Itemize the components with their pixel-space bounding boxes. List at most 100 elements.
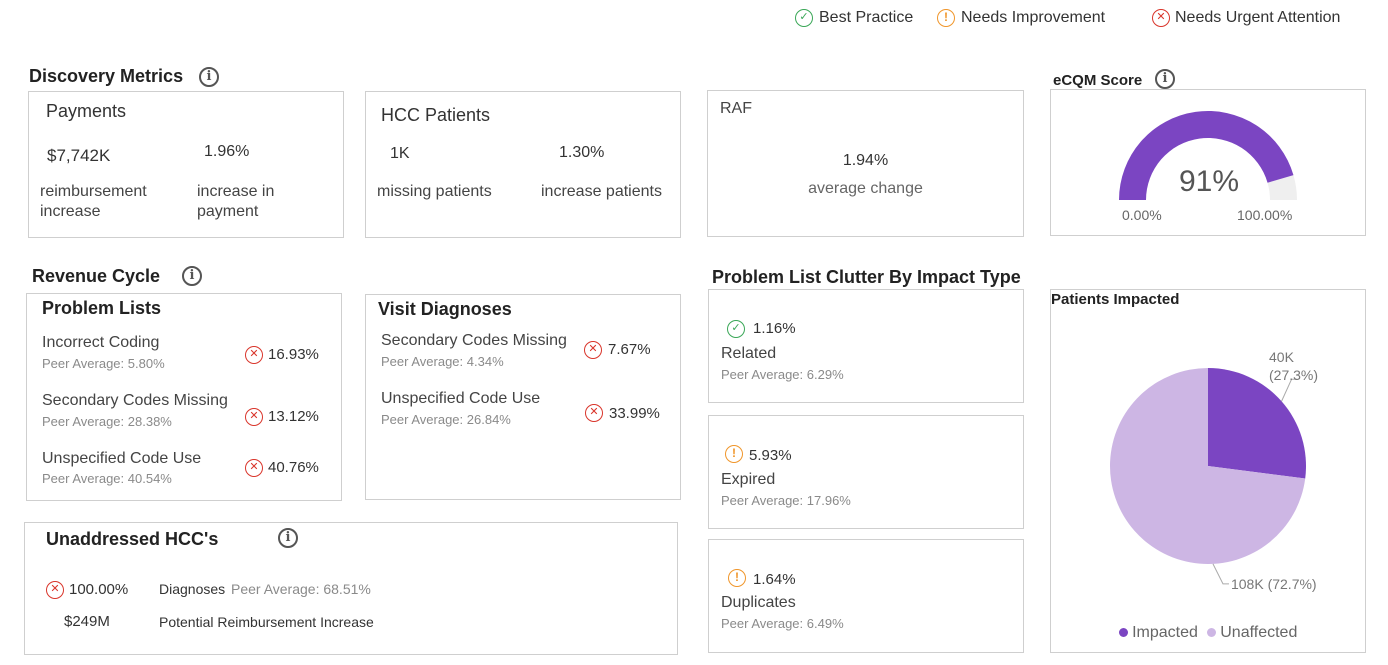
row-peer: Peer Average: 4.34% [381,354,504,369]
legend-impacted-label[interactable]: Impacted [1132,624,1198,641]
hcc-label2: increase patients [541,183,662,200]
urgent-icon: ✕ [245,408,263,426]
status-legend: ✓ Best Practice ! Needs Improvement ✕ Ne… [795,8,1375,30]
unaddressed-amount-label: Potential Reimbursement Increase [159,614,374,630]
clutter-label: Duplicates [721,594,796,611]
visit-diagnoses-card: Visit Diagnoses Secondary Codes Missing … [365,294,681,500]
row-peer: Peer Average: 40.54% [42,471,172,486]
urgent-icon: ✕ [584,341,602,359]
clutter-value: 1.16% [753,320,796,337]
ecqm-min: 0.00% [1122,207,1162,223]
clutter-peer: Peer Average: 6.29% [721,367,844,382]
payments-title: Payments [46,101,127,121]
pie-chart-title: Patients Impacted [1051,291,1180,308]
clutter-card-related: ✓ 1.16% Related Peer Average: 6.29% [708,289,1024,403]
unaddressed-diag-peer: Peer Average: 68.51% [231,581,371,597]
needs-urgent-icon: ✕ [1152,9,1170,27]
hcc-pct: 1.30% [559,144,605,161]
clutter-peer: Peer Average: 6.49% [721,616,844,631]
pie-label-impacted-pct: (27.3%) [1269,367,1318,383]
legend-improve-label: Needs Improvement [961,9,1106,26]
ecqm-value: 91% [1178,165,1240,198]
row-label: Unspecified Code Use [42,450,202,467]
row-peer: Peer Average: 5.80% [42,356,165,371]
row-peer: Peer Average: 26.84% [381,412,511,427]
row-value: 16.93% [268,346,319,363]
payments-card: Payments $7,742K 1.96% reimbursement inc… [28,91,344,238]
pie-label-line-impacted [1281,378,1298,402]
raf-label: average change [808,180,923,197]
row-label: Unspecified Code Use [381,390,541,407]
ecqm-title: eCQM Score [1053,72,1143,89]
unaddressed-diag-label: Diagnoses [159,581,226,597]
revenue-cycle-title: Revenue Cycle [32,266,161,286]
clutter-label: Expired [721,471,776,488]
gauge-fill [1119,110,1294,200]
row-value: 13.12% [268,408,319,425]
clutter-value: 1.64% [753,571,796,588]
payments-label2: increase in payment [197,183,275,220]
clutter-peer: Peer Average: 17.96% [721,493,851,508]
unaddressed-pct: 100.00% [69,581,129,598]
revenue-info-icon[interactable]: i [182,266,202,286]
hcc-patients-card: HCC Patients 1K 1.30% missing patients i… [365,91,681,238]
legend-unaffected-swatch[interactable] [1206,628,1216,637]
row-value: 40.76% [268,459,319,476]
legend-urgent-label: Needs Urgent Attention [1175,9,1341,26]
payments-value: $7,742K [47,146,111,165]
clutter-card-expired: ! 5.93% Expired Peer Average: 17.96% [708,415,1024,529]
payments-pct: 1.96% [204,143,250,160]
unaddressed-info-icon[interactable]: i [278,528,298,548]
discovery-metrics-title: Discovery Metrics [29,66,184,86]
unaddressed-hcc-card: Unaddressed HCC's i ✕ 100.00% Diagnoses … [24,522,678,655]
ecqm-gauge [1119,110,1297,200]
urgent-icon: ✕ [245,346,263,364]
needs-improvement-icon: ! [725,445,743,463]
ecqm-card: 91% 0.00% 100.00% [1050,89,1366,236]
pie-legend: Impacted Unaffected [1051,624,1365,642]
urgent-icon: ✕ [245,459,263,477]
row-peer: Peer Average: 28.38% [42,414,172,429]
raf-card: RAF 1.94% average change [707,90,1024,237]
hcc-label1: missing patients [377,183,492,200]
pie-slice-unaffected[interactable] [1110,368,1306,564]
gauge-track [1267,175,1297,200]
row-label: Secondary Codes Missing [42,392,228,409]
row-value: 33.99% [609,405,660,422]
payments-label1: reimbursement increase [40,183,147,220]
unaddressed-title: Unaddressed HCC's [46,529,219,549]
ecqm-info-icon[interactable]: i [1155,69,1175,89]
urgent-icon: ✕ [585,404,603,422]
visit-diagnoses-title: Visit Diagnoses [378,299,512,319]
raf-title: RAF [720,100,752,117]
needs-improvement-icon: ! [937,9,955,27]
clutter-card-duplicates: ! 1.64% Duplicates Peer Average: 6.49% [708,539,1024,653]
hcc-title: HCC Patients [381,105,491,125]
patients-pie-chart: 40K (27.3%) 108K (72.7%) [1110,349,1318,592]
hcc-value: 1K [390,145,410,162]
problem-lists-title: Problem Lists [42,298,162,318]
row-value: 7.67% [608,341,651,358]
legend-unaffected-label[interactable]: Unaffected [1220,624,1298,641]
row-label: Incorrect Coding [42,334,160,351]
best-practice-icon: ✓ [795,9,813,27]
clutter-title: Problem List Clutter By Impact Type [712,267,1021,287]
problem-lists-card: Problem Lists Incorrect Coding Peer Aver… [26,293,342,501]
pie-label-line-unaffected [1212,563,1229,585]
legend-impacted-swatch[interactable] [1118,628,1128,637]
clutter-label: Related [721,345,777,362]
ecqm-max: 100.00% [1237,207,1293,223]
discovery-info-icon[interactable]: i [199,67,219,87]
row-label: Secondary Codes Missing [381,332,567,349]
pie-label-impacted-value: 40K [1269,349,1295,365]
patients-impacted-card: Patients Impacted 40K (27.3%) 108K (72.7%)… [1050,289,1366,653]
clutter-value: 5.93% [749,447,792,464]
pie-slice-impacted[interactable] [1208,368,1306,479]
best-practice-icon: ✓ [727,320,745,338]
needs-improvement-icon: ! [728,569,746,587]
urgent-icon: ✕ [46,581,64,599]
unaddressed-amount: $249M [64,613,110,630]
legend-best-label: Best Practice [819,9,914,26]
raf-value: 1.94% [842,152,889,169]
pie-label-unaffected: 108K (72.7%) [1231,576,1317,592]
